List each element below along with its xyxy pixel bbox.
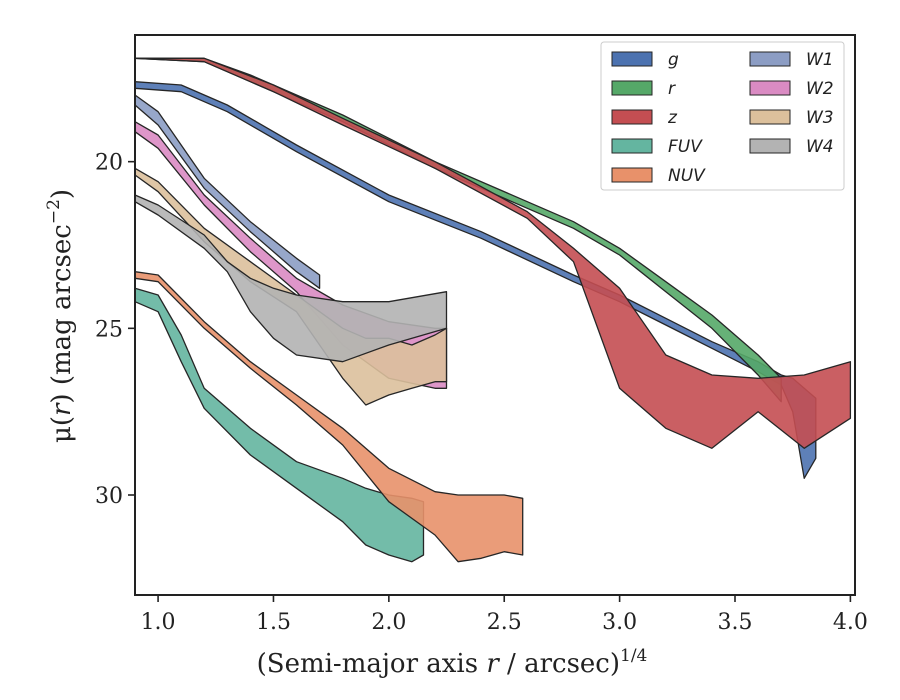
series-band-z bbox=[134, 57, 852, 449]
x-tick-label: 2.5 bbox=[487, 610, 522, 635]
x-tick-label: 4.0 bbox=[833, 610, 868, 635]
legend-swatch-w1 bbox=[749, 51, 791, 67]
legend-label-w2: W2 bbox=[806, 79, 834, 99]
legend-label-g: g bbox=[668, 50, 679, 70]
legend-swatch-z bbox=[611, 109, 653, 125]
y-axis-title-sup: −2 bbox=[44, 199, 64, 224]
legend-swatch-g bbox=[611, 51, 653, 67]
series-band-g bbox=[134, 81, 817, 479]
legend: grz FUV NUV W1 W2 W3 W4 bbox=[600, 41, 845, 191]
y-tick-label: 30 bbox=[95, 484, 123, 509]
x-axis-ticks: 1.0 1.5 2.0 2.5 3.0 3.5 4.0 bbox=[141, 595, 868, 635]
legend-swatch-fuv bbox=[611, 138, 653, 154]
legend-swatch-w4 bbox=[749, 138, 791, 154]
legend-label-nuv: NUV bbox=[668, 166, 706, 186]
series-layer bbox=[134, 57, 852, 563]
y-tick-label: 20 bbox=[95, 151, 123, 176]
x-axis-title-sup: 1/4 bbox=[620, 646, 647, 666]
x-tick-label: 1.5 bbox=[256, 610, 291, 635]
x-tick-label: 1.0 bbox=[141, 610, 176, 635]
legend-label-r: r bbox=[668, 79, 676, 99]
y-axis-title: μ(r) (mag arcsec−2) bbox=[44, 189, 77, 443]
y-tick-label: 25 bbox=[95, 317, 123, 342]
y-axis-title-end: ) bbox=[47, 189, 77, 199]
y-axis-title-mid: ) (mag arcsec bbox=[47, 224, 77, 403]
legend-swatch-r bbox=[611, 80, 653, 96]
x-axis-title-prefix: (Semi-major axis bbox=[257, 649, 487, 679]
legend-label-z: z bbox=[667, 108, 678, 128]
legend-label-w1: W1 bbox=[806, 50, 834, 70]
legend-swatch-w3 bbox=[749, 109, 791, 125]
legend-label-fuv: FUV bbox=[668, 137, 703, 157]
x-axis-title: (Semi-major axis r / arcsec)1/4 bbox=[257, 646, 648, 679]
x-axis-title-var: r bbox=[486, 649, 500, 679]
series-band-nuv bbox=[134, 271, 524, 563]
legend-swatch-w2 bbox=[749, 80, 791, 96]
series-band-w1 bbox=[134, 94, 321, 289]
series-band-fuv bbox=[134, 287, 425, 563]
x-tick-label: 2.0 bbox=[371, 610, 406, 635]
plot-frame bbox=[134, 34, 856, 596]
y-axis-ticks: 20 25 30 bbox=[95, 151, 135, 509]
legend-label-w4: W4 bbox=[806, 137, 834, 157]
x-axis-title-suffix: / arcsec) bbox=[499, 649, 620, 679]
series-band-w4 bbox=[134, 194, 448, 363]
legend-label-w3: W3 bbox=[806, 108, 834, 128]
y-axis-title-var: r bbox=[47, 402, 77, 416]
x-tick-label: 3.5 bbox=[718, 610, 753, 635]
y-axis-title-sym: μ( bbox=[47, 416, 77, 443]
legend-swatch-nuv bbox=[611, 167, 653, 183]
x-tick-label: 3.0 bbox=[602, 610, 637, 635]
